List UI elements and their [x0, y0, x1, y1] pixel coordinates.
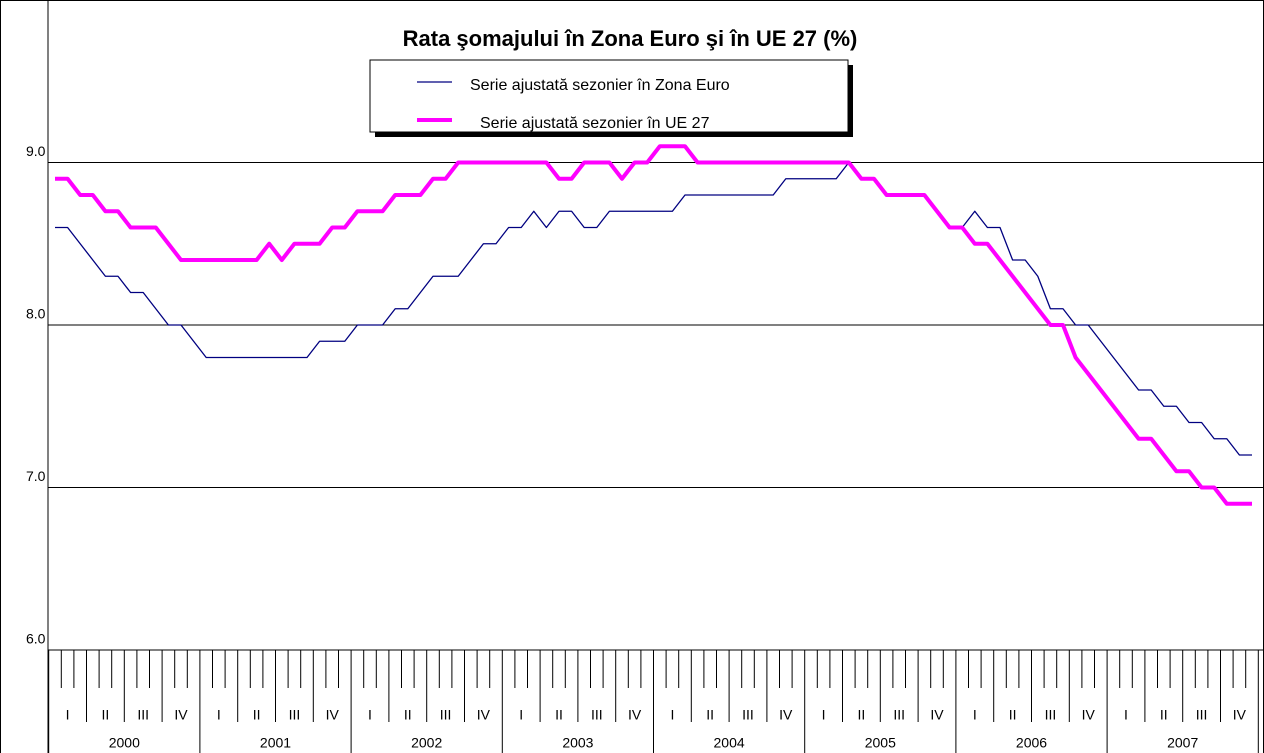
quarter-label: III [440, 707, 452, 723]
year-label: 2004 [714, 735, 745, 751]
y-tick-label: 9.0 [26, 143, 46, 159]
quarter-label: II [1009, 707, 1017, 723]
quarter-label: I [973, 707, 977, 723]
chart-title: Rata şomajului în Zona Euro şi în UE 27 … [403, 26, 858, 51]
quarter-label: IV [174, 707, 188, 723]
quarter-label: I [217, 707, 221, 723]
quarter-label: III [137, 707, 149, 723]
y-tick-label: 6.0 [26, 631, 46, 647]
quarter-label: I [66, 707, 70, 723]
quarter-label: III [1045, 707, 1057, 723]
legend-label: Serie ajustată sezonier în UE 27 [480, 115, 710, 132]
year-label: 2002 [411, 735, 442, 751]
quarter-label: II [253, 707, 261, 723]
y-tick-label: 8.0 [26, 306, 46, 322]
quarter-label: III [893, 707, 905, 723]
quarter-label: IV [779, 707, 793, 723]
year-label: 2006 [1016, 735, 1047, 751]
quarter-label: IV [1233, 707, 1247, 723]
year-label: 2005 [865, 735, 896, 751]
quarter-label: III [1196, 707, 1208, 723]
quarter-label: IV [628, 707, 642, 723]
quarter-label: I [519, 707, 523, 723]
quarter-label: IV [326, 707, 340, 723]
series-line [55, 144, 1252, 506]
quarter-label: I [1124, 707, 1128, 723]
quarter-label: II [555, 707, 563, 723]
quarter-label: III [591, 707, 603, 723]
y-tick-label: 7.0 [26, 468, 46, 484]
quarter-label: I [368, 707, 372, 723]
quarter-label: IV [477, 707, 491, 723]
quarter-label: IV [1082, 707, 1096, 723]
quarter-label: II [102, 707, 110, 723]
quarter-label: II [404, 707, 412, 723]
year-label: 2001 [260, 735, 291, 751]
quarter-label: I [670, 707, 674, 723]
quarter-label: II [706, 707, 714, 723]
legend-label: Serie ajustată sezonier în Zona Euro [470, 77, 730, 94]
quarter-label: II [858, 707, 866, 723]
quarter-label: III [289, 707, 301, 723]
year-label: 2007 [1167, 735, 1198, 751]
quarter-label: II [1160, 707, 1168, 723]
year-label: 2000 [109, 735, 140, 751]
quarter-label: III [742, 707, 754, 723]
quarter-label: IV [930, 707, 944, 723]
quarter-label: I [822, 707, 826, 723]
series-line [55, 161, 1252, 456]
year-label: 2003 [562, 735, 593, 751]
